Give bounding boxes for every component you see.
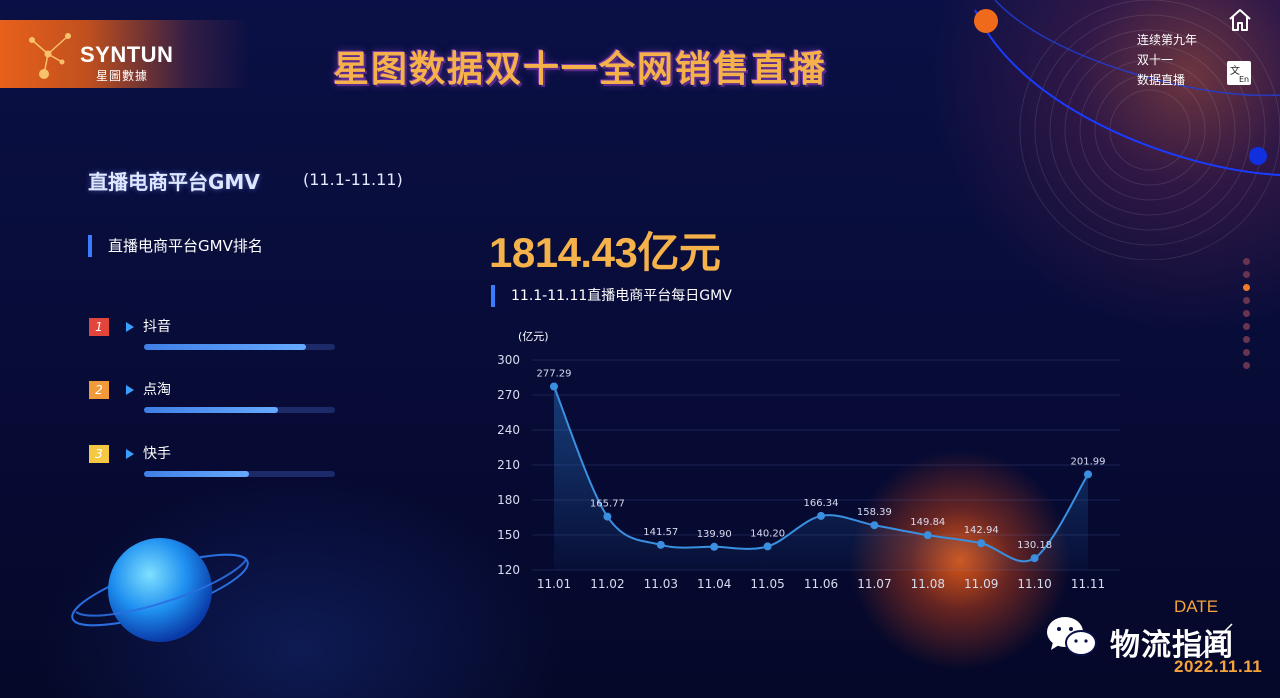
x-tick-label: 11.03 [644, 577, 678, 591]
rank-badge: 2 [89, 381, 109, 399]
page-dot[interactable] [1243, 310, 1250, 317]
date-value: 2022.11.11 [1174, 657, 1263, 676]
date-label: DATE [1174, 597, 1219, 616]
y-tick-label: 240 [497, 423, 520, 437]
x-tick-label: 11.08 [911, 577, 945, 591]
page-title: 星图数据双十一全网销售直播 [332, 49, 827, 90]
data-point[interactable] [550, 382, 558, 391]
data-point[interactable] [977, 539, 986, 548]
chart-title: 11.1-11.11直播电商平台每日GMV [491, 285, 732, 307]
page-dot[interactable] [1243, 258, 1250, 265]
page-dot[interactable] [1243, 349, 1250, 356]
rank-progress-track [144, 407, 335, 413]
orbit-dot-orange [974, 9, 998, 33]
ranking-item[interactable]: 3 快手 [88, 445, 348, 485]
rank-platform-name: 快手 [143, 446, 171, 462]
data-label: 201.99 [1071, 456, 1106, 467]
logo-text-cn: 星圖數據 [96, 69, 149, 83]
play-arrow-icon [126, 385, 134, 395]
data-label: 142.94 [964, 525, 999, 536]
ranking-item[interactable]: 2 点淘 [88, 381, 348, 421]
x-tick-label: 11.05 [750, 577, 784, 591]
section-title: 直播电商平台GMV [88, 170, 260, 194]
data-label: 158.39 [857, 507, 892, 518]
x-tick-label: 11.07 [857, 577, 891, 591]
rank-platform-name: 点淘 [143, 382, 171, 398]
x-tick-label: 11.11 [1071, 577, 1105, 591]
orbit-dot-blue [1249, 147, 1267, 165]
x-tick-label: 11.09 [964, 577, 998, 591]
side-caption-line: 连续第九年 [1137, 33, 1198, 47]
y-tick-label: 300 [497, 353, 520, 367]
rank-progress-track [144, 344, 335, 350]
x-tick-label: 11.01 [537, 577, 571, 591]
translate-icon[interactable]: 文 En [1224, 58, 1254, 88]
y-tick-label: 210 [497, 458, 520, 472]
rank-platform-name: 抖音 [143, 319, 171, 335]
x-tick-label: 11.10 [1017, 577, 1051, 591]
data-point[interactable] [923, 531, 932, 540]
home-icon[interactable] [1226, 6, 1254, 34]
play-arrow-icon [126, 322, 134, 332]
data-label: 139.90 [697, 529, 732, 540]
rank-badge: 1 [89, 318, 109, 336]
x-tick-label: 11.02 [590, 577, 624, 591]
page-dot[interactable] [1243, 297, 1250, 304]
data-label: 277.29 [537, 368, 572, 379]
x-tick-label: 11.06 [804, 577, 838, 591]
section-date-range: (11.1-11.11) [303, 170, 403, 189]
data-label: 149.84 [910, 517, 945, 528]
date-slash-decoration [1199, 623, 1233, 657]
rank-progress-fill [144, 344, 307, 350]
planet-decoration [71, 538, 249, 642]
y-tick-label: 180 [497, 493, 520, 507]
side-caption: 连续第九年 双十一 数据直播 [1137, 30, 1197, 90]
data-point[interactable] [817, 511, 825, 520]
data-label: 140.20 [750, 528, 785, 539]
y-tick-label: 150 [497, 528, 520, 542]
data-point[interactable] [710, 542, 719, 551]
play-arrow-icon [126, 449, 134, 459]
side-caption-line: 数据直播 [1137, 73, 1186, 87]
logo-text-en: SYNTUN [80, 42, 174, 67]
svg-text:文: 文 [1230, 64, 1240, 77]
svg-text:En: En [1239, 75, 1249, 84]
daily-gmv-chart: (亿元) 120 150 180 210 240 270 300 11.01 11.02 11.0… [497, 330, 1120, 591]
data-label: 130.18 [1017, 540, 1052, 551]
page-dot[interactable] [1243, 362, 1250, 369]
area-fill [554, 386, 1088, 570]
data-point[interactable] [870, 521, 879, 530]
rank-progress-fill [144, 407, 278, 413]
y-tick-label: 120 [497, 563, 520, 577]
orbit-decoration [974, 0, 1280, 260]
total-gmv-value: 1814.43亿元 [489, 229, 721, 276]
rank-progress-track [144, 471, 335, 477]
data-point[interactable] [1084, 470, 1092, 479]
side-caption-line: 双十一 [1137, 53, 1174, 67]
page-dot[interactable] [1243, 271, 1250, 278]
data-label: 166.34 [804, 498, 839, 509]
ranking-title: 直播电商平台GMV排名 [88, 235, 263, 257]
rank-progress-fill [144, 471, 250, 477]
page-dot[interactable] [1243, 336, 1250, 343]
data-point[interactable] [603, 512, 612, 521]
logo-icon [29, 33, 71, 79]
wechat-account-name: 物流指闻 [1110, 628, 1234, 663]
y-axis-unit-label: (亿元) [518, 330, 549, 343]
data-point[interactable] [656, 540, 665, 549]
wechat-icon [1047, 617, 1097, 656]
data-point[interactable] [1030, 554, 1039, 563]
ranking-item[interactable]: 1 抖音 [88, 318, 348, 358]
data-point[interactable] [763, 542, 772, 551]
data-label: 141.57 [643, 527, 678, 538]
page-dot[interactable] [1243, 323, 1250, 330]
data-label: 165.77 [590, 499, 625, 510]
page-indicator [1243, 258, 1253, 375]
page-dot[interactable] [1243, 284, 1250, 291]
x-tick-label: 11.04 [697, 577, 731, 591]
rank-badge: 3 [89, 445, 109, 463]
y-tick-label: 270 [497, 388, 520, 402]
